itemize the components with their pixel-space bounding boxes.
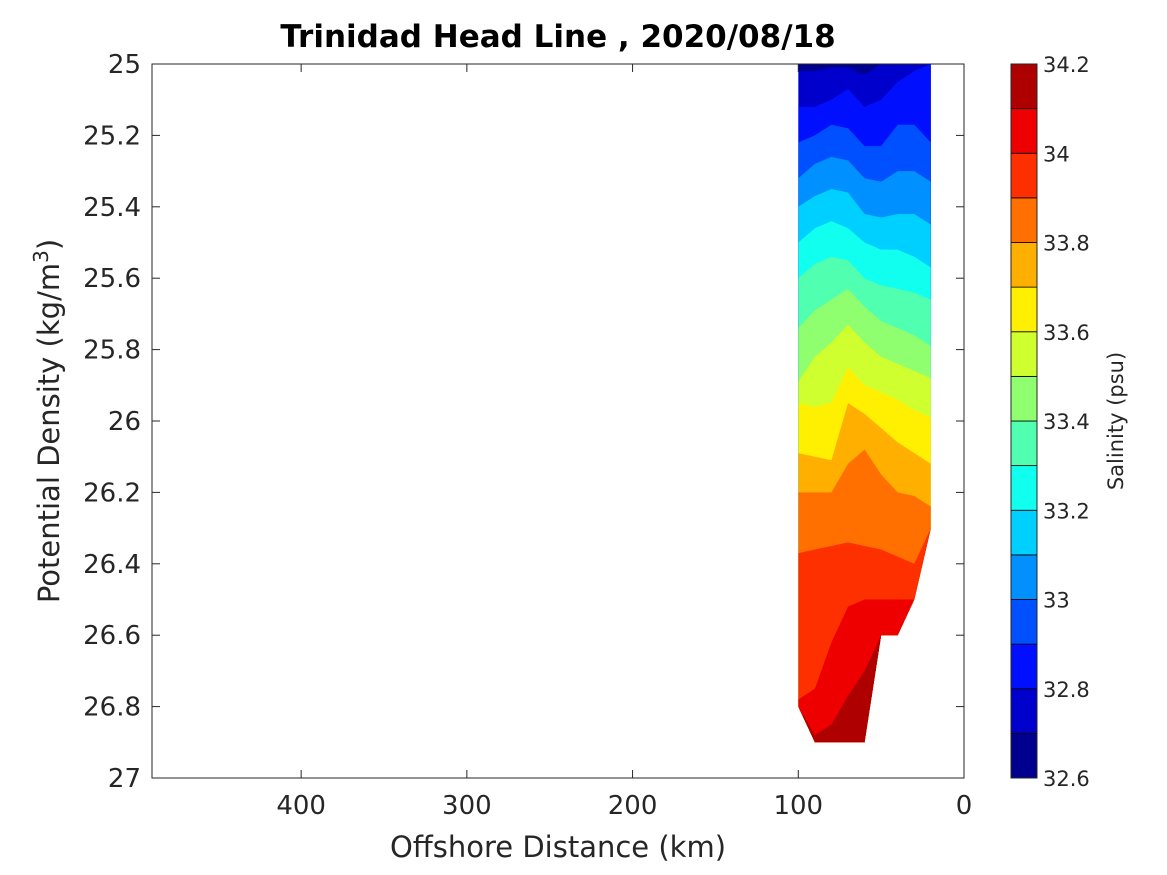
y-tick-label: 26	[108, 407, 141, 437]
colorbar-label: Salinity (psu)	[1104, 352, 1128, 490]
y-axis-label: Potential Density (kg/m3)	[29, 239, 66, 603]
colorbar-swatch	[1010, 599, 1038, 645]
y-tick-label: 27	[108, 764, 141, 794]
colorbar-tick-label: 33	[1043, 589, 1070, 613]
y-axis: 25 25.2 25.4 25.6 25.8 26 26.2 26.4 26.6 26.8 27	[83, 50, 964, 794]
x-tick-label: 300	[442, 791, 492, 821]
colorbar-tick-label: 33.8	[1043, 232, 1090, 256]
colorbar-swatch	[1010, 63, 1038, 110]
x-axis: 400 300 200 100 0	[276, 64, 972, 821]
colorbar-swatch	[1010, 688, 1038, 734]
y-tick-label: 25.6	[83, 264, 141, 294]
y-tick-label: 26.8	[83, 693, 141, 723]
colorbar-swatch	[1010, 331, 1038, 377]
colorbar-swatch	[1010, 286, 1038, 333]
colorbar-swatch	[1010, 509, 1038, 556]
colorbar-swatch	[1010, 108, 1038, 154]
colorbar-tick-label: 32.8	[1043, 678, 1090, 702]
x-tick-label: 200	[608, 791, 658, 821]
y-tick-label: 26.6	[83, 621, 141, 651]
colorbar-tick-label: 34	[1043, 142, 1070, 166]
y-tick-label: 25	[108, 50, 141, 80]
colorbar-swatch	[1010, 420, 1038, 467]
colorbar-swatch	[1010, 152, 1038, 199]
colorbar-swatch	[1010, 375, 1038, 422]
colorbar-swatch	[1010, 643, 1038, 690]
y-axis-label-close: )	[32, 239, 66, 250]
colorbar-swatch	[1010, 242, 1038, 288]
x-axis-label: Offshore Distance (km)	[390, 830, 726, 864]
y-axis-label-main: Potential Density (kg/m	[32, 263, 66, 603]
colorbar-tick-label: 34.2	[1043, 53, 1090, 77]
colorbar: 32.6 32.8 33 33.2 33.4 33.6 33.8 34 34.2	[1010, 53, 1090, 791]
colorbar-tick-label: 32.6	[1043, 767, 1090, 791]
colorbar-swatch	[1010, 197, 1038, 243]
x-tick-label: 400	[276, 791, 326, 821]
colorbar-tick-label: 33.6	[1043, 321, 1090, 345]
y-tick-label: 26.4	[83, 550, 141, 580]
x-tick-label: 0	[956, 791, 973, 821]
colorbar-tick-label: 33.2	[1043, 499, 1090, 523]
y-tick-label: 25.4	[83, 193, 141, 223]
y-tick-label: 26.2	[83, 478, 141, 508]
x-tick-label: 100	[773, 791, 823, 821]
colorbar-swatch	[1010, 732, 1038, 779]
chart-title: Trinidad Head Line , 2020/08/18	[280, 19, 835, 55]
y-axis-label-superscript: 3	[29, 250, 53, 263]
colorbar-swatch	[1010, 554, 1038, 600]
colorbar-swatch	[1010, 465, 1038, 511]
y-tick-label: 25.2	[83, 121, 141, 151]
colorbar-frame	[1010, 63, 1038, 779]
colorbar-tick-label: 33.4	[1043, 410, 1090, 434]
y-tick-label: 25.8	[83, 336, 141, 366]
